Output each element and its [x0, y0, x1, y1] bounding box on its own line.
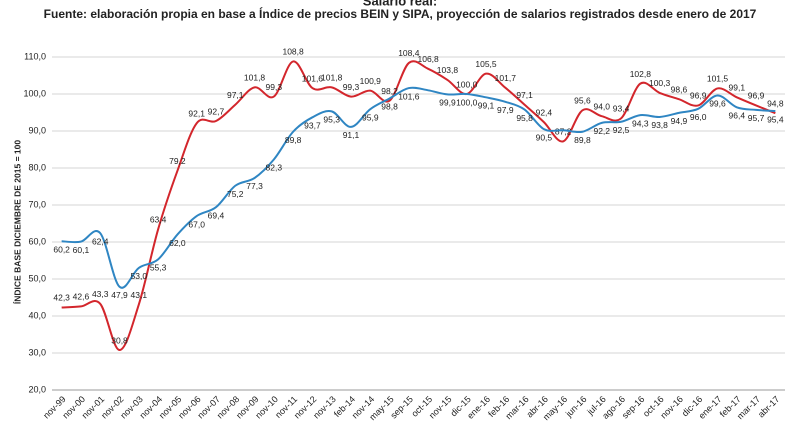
- data-label: 98,6: [671, 84, 688, 94]
- data-label: 43,3: [92, 289, 109, 299]
- data-label: 92,2: [593, 126, 610, 136]
- x-tick-label: abr-17: [756, 394, 781, 419]
- data-label: 69,4: [208, 210, 225, 220]
- data-label: 103,8: [437, 65, 459, 75]
- data-label: 62,0: [169, 238, 186, 248]
- data-label: 95,9: [362, 112, 379, 122]
- series-line: [61, 60, 776, 352]
- data-label: 87,2: [555, 127, 572, 137]
- data-label: 108,4: [398, 48, 420, 58]
- data-label: 75,2: [227, 189, 244, 199]
- y-tick-label: 60,0: [28, 236, 46, 246]
- data-label: 30,8: [111, 335, 128, 345]
- data-label: 96,9: [690, 91, 707, 101]
- data-label: 101,5: [707, 74, 729, 84]
- data-label: 92,4: [536, 107, 553, 117]
- data-label: 96,9: [748, 91, 765, 101]
- y-tick-label: 80,0: [28, 162, 46, 172]
- data-label: 94,0: [593, 101, 610, 111]
- data-label: 67,0: [188, 219, 205, 229]
- data-label: 93,8: [651, 120, 668, 130]
- data-label: 101,7: [495, 73, 517, 83]
- chart-subtitle: Fuente: elaboración propia en base a Índ…: [44, 6, 757, 21]
- data-label: 47,9: [111, 290, 128, 300]
- data-label: 92,1: [188, 108, 205, 118]
- x-tick-label: jun-16: [563, 394, 588, 419]
- data-label: 98,2: [381, 86, 398, 96]
- y-tick-label: 20,0: [28, 384, 46, 394]
- data-label: 99,1: [729, 83, 746, 93]
- data-label: 97,9: [497, 105, 514, 115]
- data-label: 108,8: [282, 47, 304, 57]
- data-label: 60,1: [73, 245, 90, 255]
- data-label: 94,3: [632, 118, 649, 128]
- data-label: 42,6: [73, 292, 90, 302]
- data-label: 99,1: [478, 101, 495, 111]
- data-label: 95,8: [516, 113, 533, 123]
- y-tick-label: 90,0: [28, 125, 46, 135]
- data-label: 95,3: [323, 115, 340, 125]
- data-label: 77,3: [246, 181, 263, 191]
- data-label: 96,0: [690, 112, 707, 122]
- data-label: 101,6: [398, 91, 420, 101]
- data-label: 91,1: [343, 130, 360, 140]
- y-tick-label: 100,0: [23, 88, 46, 98]
- data-label: 95,4: [767, 114, 784, 124]
- data-label: 98,8: [381, 102, 398, 112]
- data-label: 89,8: [574, 135, 591, 145]
- y-tick-label: 110,0: [24, 51, 46, 61]
- data-label: 90,5: [536, 132, 553, 142]
- data-label: 93,4: [613, 104, 630, 114]
- data-label: 99,6: [709, 99, 726, 109]
- data-label: 63,4: [150, 215, 167, 225]
- data-label: 89,8: [285, 135, 302, 145]
- data-label: 55,3: [150, 263, 167, 273]
- y-axis-label: ÍNDICE BASE DICIEMBRE DE 2015 = 100: [12, 140, 22, 304]
- data-label: 92,7: [208, 106, 225, 116]
- data-label: 100,9: [360, 76, 382, 86]
- data-label: 79,2: [169, 156, 186, 166]
- y-tick-label: 40,0: [28, 310, 46, 320]
- data-label: 101,8: [321, 73, 343, 83]
- data-label: 92,5: [613, 125, 630, 135]
- data-label: 97,1: [227, 90, 244, 100]
- data-label: 95,7: [748, 113, 765, 123]
- y-tick-label: 30,0: [28, 347, 46, 357]
- data-label: 101,6: [302, 73, 324, 83]
- y-tick-label: 70,0: [28, 199, 46, 209]
- data-label: 53,0: [131, 271, 148, 281]
- data-label: 100,3: [649, 78, 671, 88]
- data-label: 93,7: [304, 121, 321, 131]
- data-label: 99,3: [266, 82, 283, 92]
- data-label: 94,9: [671, 116, 688, 126]
- data-label: 62,4: [92, 236, 109, 246]
- data-label: 100,0: [456, 79, 478, 89]
- data-label: 43,1: [131, 290, 148, 300]
- data-label: 106,8: [418, 54, 440, 64]
- data-label: 97,1: [516, 90, 533, 100]
- data-label: 101,8: [244, 73, 266, 83]
- data-label: 95,6: [574, 96, 591, 106]
- data-label: 105,5: [475, 59, 497, 69]
- series-line: [61, 86, 776, 289]
- data-label: 96,4: [729, 111, 746, 121]
- chart-title: Salario real:: [363, 0, 437, 8]
- data-label: 100,0: [456, 97, 478, 107]
- data-label: 99,3: [343, 82, 360, 92]
- y-tick-label: 50,0: [28, 273, 46, 283]
- data-label: 102,8: [630, 69, 652, 79]
- data-label: 42,3: [53, 293, 70, 303]
- data-label: 94,8: [767, 98, 784, 108]
- data-label: 60,2: [53, 245, 70, 255]
- data-label: 82,3: [266, 163, 283, 173]
- data-label: 99,9: [439, 98, 456, 108]
